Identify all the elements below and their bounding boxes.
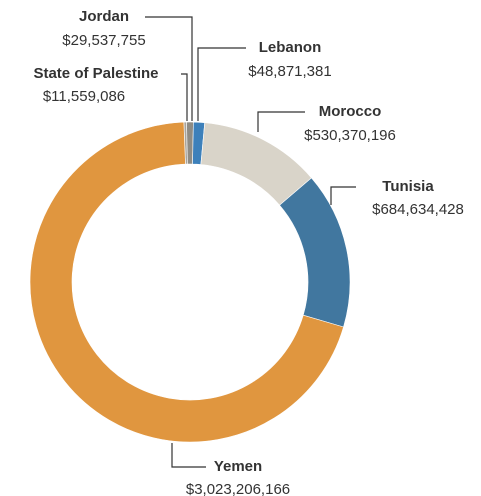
leader-line <box>181 73 188 121</box>
slice-name: State of Palestine <box>33 65 158 82</box>
donut-slice <box>29 121 344 443</box>
leader-line <box>330 186 356 205</box>
slice-name: Jordan <box>79 8 129 25</box>
slice-value: $3,023,206,166 <box>186 481 290 496</box>
slice-name: Tunisia <box>382 178 434 195</box>
slice-name: Lebanon <box>259 39 322 56</box>
slice-value: $530,370,196 <box>304 127 396 144</box>
slice-value: $11,559,086 <box>43 88 125 105</box>
leader-line <box>197 47 246 121</box>
slice-value: $684,634,428 <box>372 201 464 218</box>
leader-line <box>257 111 305 132</box>
slice-name: Yemen <box>214 458 262 475</box>
donut-slice <box>279 177 351 328</box>
leader-line <box>171 443 206 468</box>
slice-value: $48,871,381 <box>248 63 331 80</box>
leader-line <box>145 16 193 121</box>
slice-name: Morocco <box>319 103 382 120</box>
slice-value: $29,537,755 <box>62 32 145 49</box>
